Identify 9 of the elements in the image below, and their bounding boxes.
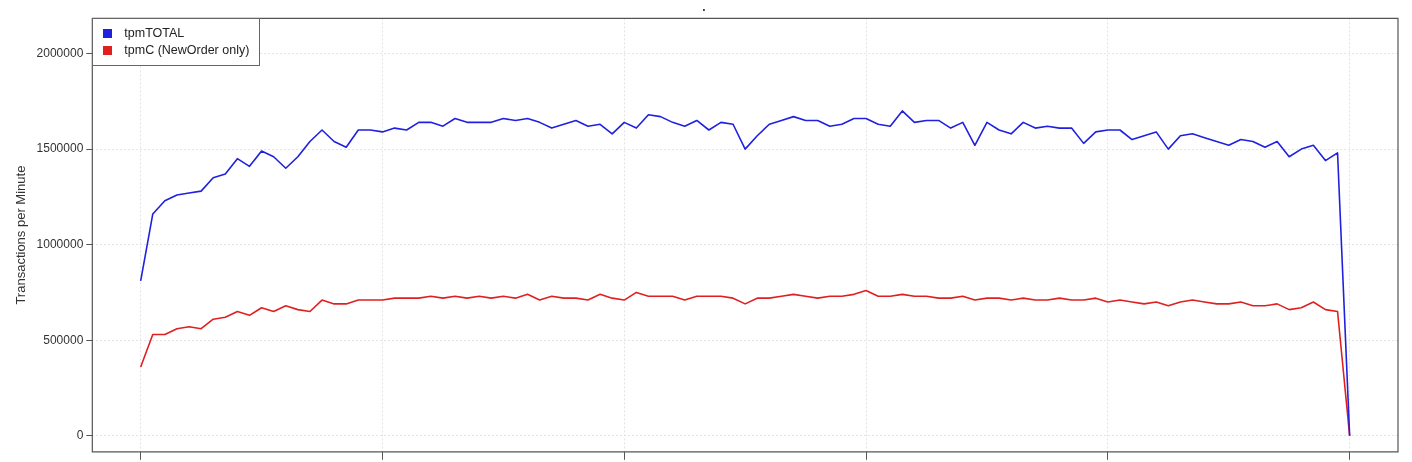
y-tick-label: 2000000 (36, 45, 84, 60)
legend-label: tpmTOTAL (124, 25, 185, 43)
chart-title: . (702, 0, 706, 14)
y-tick-label: 500000 (43, 332, 84, 347)
y-tick-label: 1000000 (36, 236, 84, 251)
y-tick-label: 1500000 (36, 141, 84, 156)
y-tick-label: 0 (76, 428, 84, 443)
legend-label: tpmC (NewOrder only) (124, 42, 250, 60)
y-axis-title: Transactions per Minute (13, 165, 29, 305)
